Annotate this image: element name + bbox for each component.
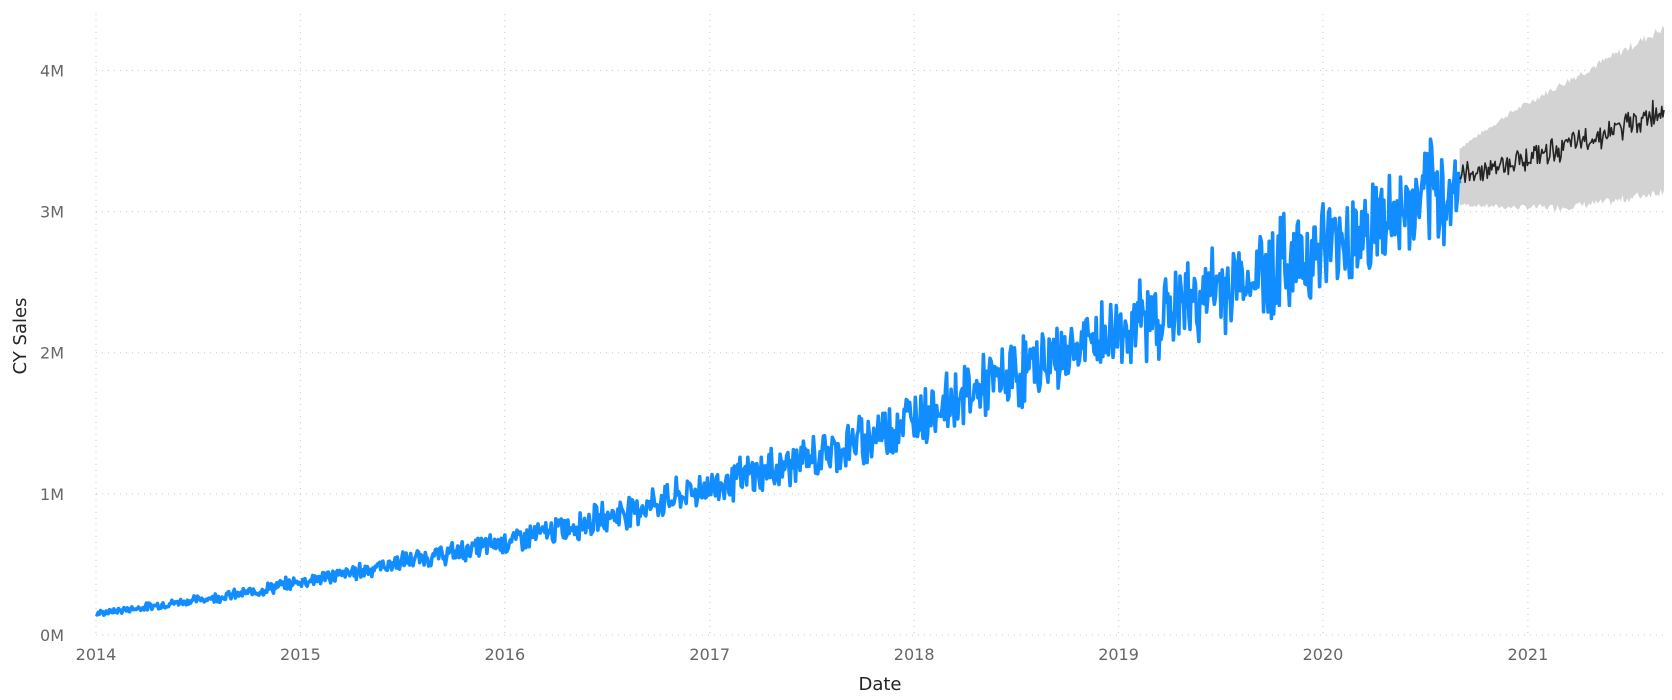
forecast-line	[1459, 99, 1665, 184]
x-tick-label: 2015	[280, 645, 321, 664]
x-tick-label: 2019	[1098, 645, 1139, 664]
y-tick-label: 2M	[40, 344, 64, 363]
x-tick-label: 2020	[1303, 645, 1344, 664]
x-tick-label: 2014	[76, 645, 117, 664]
x-tick-label: 2016	[484, 645, 525, 664]
y-tick-label: 0M	[40, 626, 64, 645]
gridlines	[95, 14, 1664, 636]
x-tick-label: 2021	[1508, 645, 1549, 664]
tick-labels: 0M 1M 2M 3M 4M 2014 2015 2016 2017 2018 2019 2020 20…	[40, 61, 1548, 664]
y-tick-label: 1M	[40, 485, 64, 504]
y-tick-label: 4M	[40, 61, 64, 80]
x-tick-label: 2017	[689, 645, 730, 664]
y-axis-title: CY Sales	[10, 298, 31, 375]
y-tick-label: 3M	[40, 203, 64, 222]
x-tick-label: 2018	[894, 645, 935, 664]
x-axis-title: Date	[858, 674, 901, 695]
series-layer	[94, 99, 1665, 617]
actual-sales-line	[94, 137, 1462, 617]
